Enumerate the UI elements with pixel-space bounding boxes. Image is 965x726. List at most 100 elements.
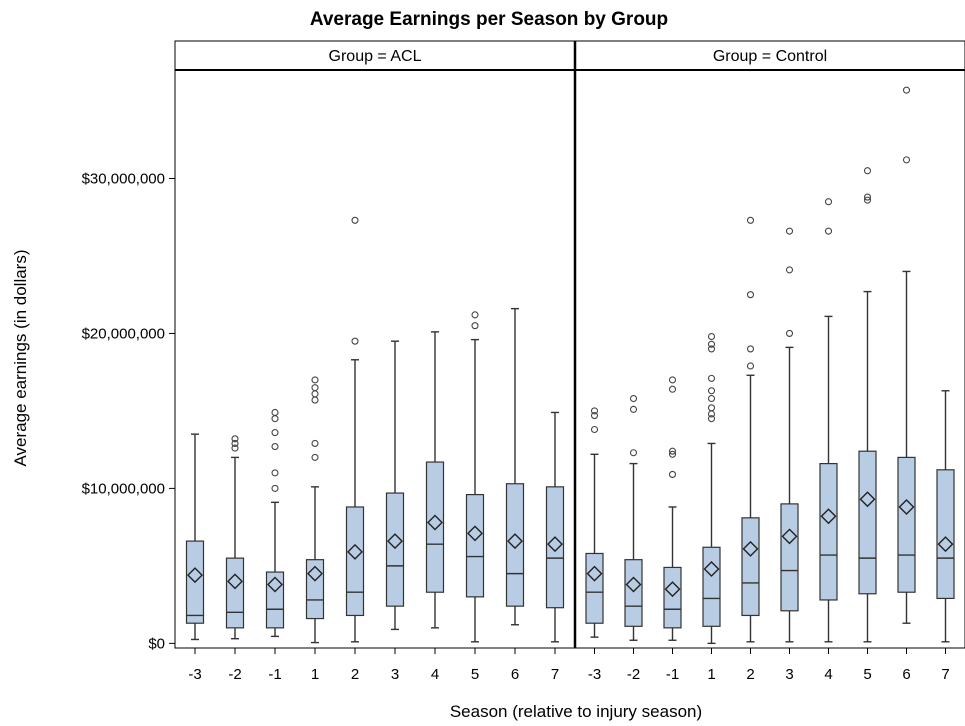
mean-marker (781, 528, 798, 545)
mean-marker (859, 491, 876, 508)
outlier-point (590, 425, 599, 434)
plot-frame (174, 40, 965, 649)
mean-marker (742, 540, 759, 557)
outlier-point (351, 216, 359, 224)
outlier-point (271, 469, 279, 477)
box-season-5 (465, 311, 485, 643)
iqr-box (819, 462, 838, 601)
outlier-point (629, 405, 638, 413)
x-tick-label: 4 (431, 666, 439, 683)
outlier-point (271, 484, 279, 492)
box-season-5 (858, 167, 877, 643)
mean-marker (664, 581, 681, 598)
outlier-point (746, 216, 755, 224)
x-tick-label: 6 (511, 666, 519, 683)
iqr-box (780, 503, 799, 612)
outlier-point (629, 449, 638, 457)
iqr-box (858, 450, 877, 595)
mean-marker (187, 567, 203, 584)
box-season-3 (780, 227, 799, 643)
x-tick-label: 1 (707, 666, 715, 683)
outlier-point (707, 332, 716, 341)
panel-header-label: Group = ACL (329, 48, 422, 65)
outlier-point (231, 444, 239, 452)
outlier-point (863, 193, 872, 201)
outlier-point (707, 345, 716, 353)
box-season-4 (425, 331, 445, 629)
outlier-point (707, 374, 716, 382)
outlier-point (668, 376, 677, 384)
outlier-point (707, 387, 716, 395)
mean-marker (820, 508, 837, 525)
iqr-box (702, 546, 721, 627)
mean-marker (703, 560, 720, 577)
mean-marker (427, 514, 443, 531)
box-season-6 (505, 307, 525, 626)
outlier-point (746, 291, 755, 299)
outlier-point (471, 311, 479, 319)
x-tick-label: -2 (228, 666, 241, 683)
outlier-point (707, 340, 716, 348)
iqr-box (663, 566, 682, 629)
x-tick-label: -2 (627, 666, 640, 683)
outlier-point (668, 447, 677, 455)
outlier-point (311, 376, 319, 384)
iqr-box (505, 483, 525, 607)
box-season-2 (741, 216, 760, 643)
x-tick-label: 7 (941, 666, 949, 683)
outlier-point (863, 167, 872, 175)
outlier-point (785, 329, 794, 337)
mean-marker (227, 573, 243, 590)
iqr-box (465, 493, 485, 598)
outlier-point (668, 470, 677, 478)
outlier-point (271, 443, 279, 451)
x-tick-label: 1 (311, 666, 319, 683)
x-tick-label: 6 (902, 666, 910, 683)
x-tick-label: -3 (188, 666, 201, 683)
outlier-point (271, 415, 279, 423)
iqr-box (545, 486, 565, 609)
mean-marker (586, 565, 603, 582)
outlier-point (824, 198, 833, 206)
y-tick-label: $10,000,000 (82, 480, 165, 497)
iqr-box (741, 517, 760, 617)
iqr-box (225, 557, 245, 629)
mean-marker (937, 536, 954, 553)
outlier-point (311, 453, 319, 461)
y-tick-label: $0 (148, 635, 165, 652)
x-tick-label: 5 (863, 666, 871, 683)
outlier-point (231, 435, 239, 443)
box-season--3 (585, 407, 604, 638)
mean-marker (347, 543, 363, 560)
outlier-point (863, 196, 872, 204)
x-tick-label: 2 (351, 666, 359, 683)
outlier-point (271, 408, 279, 417)
iqr-box (425, 461, 445, 593)
x-tick-label: 3 (391, 666, 399, 683)
box-season--3 (185, 433, 205, 641)
outlier-point (311, 390, 319, 398)
box-season-1 (702, 332, 721, 645)
x-tick-label: -1 (268, 666, 281, 683)
x-tick-label: 7 (551, 666, 559, 683)
box-season-7 (936, 390, 955, 643)
box-season-3 (385, 340, 405, 631)
outlier-point (707, 404, 716, 412)
outlier-point (746, 362, 755, 370)
iqr-box (897, 456, 916, 593)
x-tick-label: 4 (824, 666, 832, 683)
outlier-point (707, 415, 716, 423)
outlier-point (231, 439, 239, 448)
outlier-point (590, 407, 599, 415)
iqr-box (305, 559, 325, 620)
y-tick-label: $20,000,000 (82, 325, 165, 342)
box-season-6 (897, 86, 916, 624)
panel-header-label: Group = Control (713, 48, 827, 65)
outlier-point (351, 337, 359, 345)
box-season--1 (663, 376, 682, 641)
box-season-7 (545, 411, 565, 643)
mean-marker (387, 533, 403, 550)
x-tick-label: 5 (471, 666, 479, 683)
mean-marker (625, 576, 642, 593)
